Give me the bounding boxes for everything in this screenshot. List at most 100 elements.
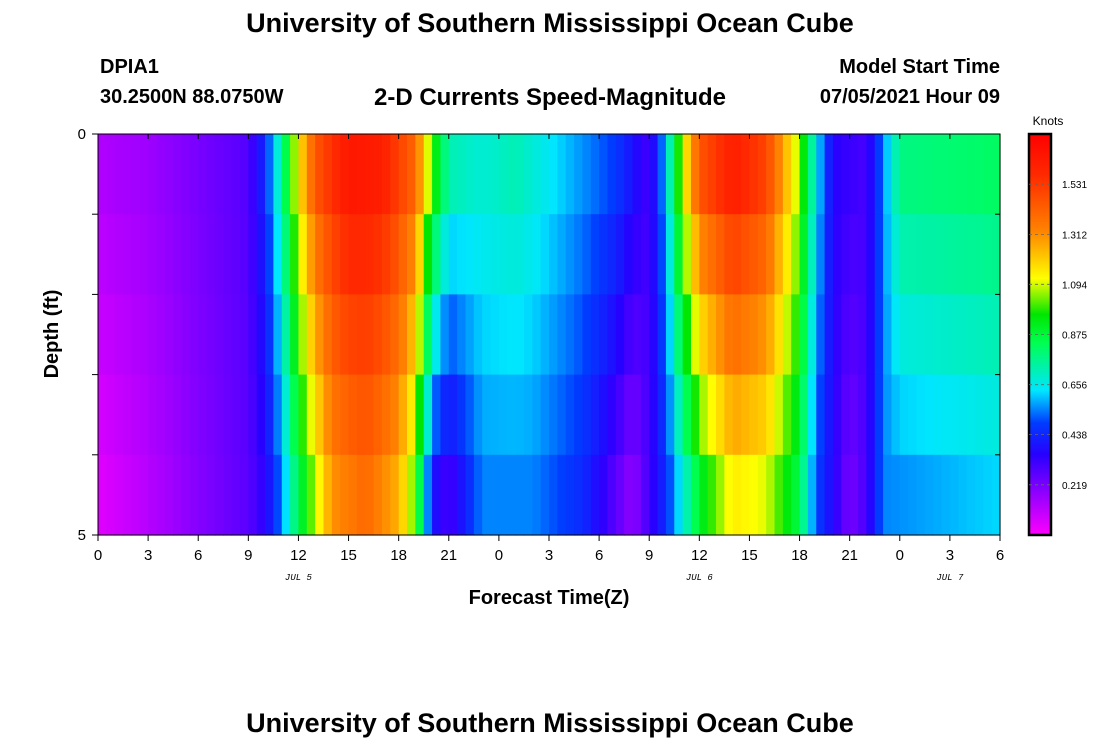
heatmap-cell	[323, 294, 333, 376]
heatmap-cell	[123, 214, 133, 295]
heatmap-cell	[323, 214, 333, 295]
heatmap-cell	[933, 134, 943, 215]
heatmap-cell	[816, 374, 826, 456]
page-title: University of Southern Mississippi Ocean…	[246, 8, 854, 38]
heatmap-cell	[933, 454, 943, 536]
heatmap-cell	[398, 374, 408, 456]
heatmap-cell	[473, 214, 483, 295]
heatmap-cell	[849, 454, 859, 536]
x-tick-label: 3	[946, 547, 954, 564]
heatmap-cell	[699, 454, 709, 536]
heatmap-cell	[774, 454, 784, 536]
heatmap-cell	[883, 134, 893, 215]
heatmap-cell	[749, 214, 759, 295]
heatmap-cell	[874, 134, 884, 215]
heatmap-cell	[465, 374, 475, 456]
heatmap-cell	[774, 374, 784, 456]
heatmap-cell	[164, 134, 174, 215]
heatmap-cell	[883, 454, 893, 536]
heatmap-cell	[682, 454, 692, 536]
x-tick-label: 18	[791, 547, 808, 564]
heatmap-cell	[348, 454, 358, 536]
heatmap-cell	[457, 374, 467, 456]
heatmap-cell	[791, 134, 801, 215]
heatmap-cell	[908, 214, 918, 295]
heatmap-cell	[273, 214, 283, 295]
heatmap-cell	[974, 454, 984, 536]
heatmap-cell	[866, 454, 876, 536]
x-tick-label: 12	[290, 547, 307, 564]
heatmap-cell	[841, 454, 851, 536]
heatmap-cell	[473, 454, 483, 536]
heatmap-cell	[214, 454, 224, 536]
heatmap-cell	[707, 294, 717, 376]
heatmap-cell	[707, 374, 717, 456]
heatmap-cell	[883, 214, 893, 295]
heatmap-cell	[549, 294, 558, 376]
heatmap-cell	[98, 454, 107, 536]
heatmap-cell	[690, 294, 700, 376]
heatmap-cell	[273, 454, 283, 536]
heatmap-cell	[490, 214, 500, 295]
heatmap-cell	[256, 294, 266, 376]
heatmap-cell	[490, 454, 500, 536]
heatmap-cell	[131, 134, 141, 215]
heatmap-cell	[248, 134, 258, 215]
heatmap-cell	[816, 454, 826, 536]
heatmap-cell	[624, 134, 634, 215]
heatmap-cell	[189, 294, 199, 376]
heatmap-cell	[407, 294, 416, 376]
heatmap-cell	[699, 214, 709, 295]
heatmap-cell	[156, 374, 166, 456]
heatmap-cell	[716, 214, 725, 295]
heatmap-cell	[356, 294, 366, 376]
heatmap-cell	[482, 214, 492, 295]
heatmap-cell	[306, 454, 316, 536]
x-tick-label: 6	[996, 547, 1004, 564]
heatmap-cell	[298, 214, 308, 295]
heatmap-cell	[340, 294, 350, 376]
heatmap-cell	[899, 454, 909, 536]
heatmap-cell	[974, 294, 984, 376]
heatmap-cell	[239, 214, 249, 295]
heatmap-cell	[457, 294, 467, 376]
heatmap-cell	[949, 294, 959, 376]
heatmap-cell	[858, 454, 867, 536]
heatmap-cell	[290, 374, 300, 456]
heatmap-cell	[148, 214, 158, 295]
heatmap-cell	[498, 454, 508, 536]
heatmap-cell	[824, 294, 834, 376]
heatmap-cell	[164, 454, 174, 536]
heatmap-cell	[891, 294, 901, 376]
x-axis-label: Forecast Time(Z)	[469, 587, 630, 609]
heatmap-cell	[640, 294, 650, 376]
heatmap-cell	[941, 214, 951, 295]
heatmap-cell	[423, 214, 433, 295]
heatmap-cell	[148, 134, 158, 215]
heatmap-cell	[131, 374, 141, 456]
heatmap-cell	[381, 454, 391, 536]
heatmap-cell	[181, 214, 191, 295]
heatmap-cell	[256, 374, 266, 456]
heatmap-cell	[373, 294, 383, 376]
heatmap-cell	[298, 134, 308, 215]
heatmap-cell	[841, 374, 851, 456]
heatmap-cell	[674, 134, 684, 215]
heatmap-cell	[265, 134, 274, 215]
heatmap-cell	[423, 294, 433, 376]
heatmap-cell	[732, 454, 742, 536]
heatmap-cell	[874, 214, 884, 295]
heatmap-cell	[381, 214, 391, 295]
heatmap-cell	[949, 454, 959, 536]
heatmap-cell	[599, 294, 609, 376]
heatmap-cell	[239, 454, 249, 536]
heatmap-cell	[440, 294, 450, 376]
footer-title: University of Southern Mississippi Ocean…	[246, 708, 854, 738]
heatmap-cell	[398, 454, 408, 536]
heatmap-cell	[757, 374, 767, 456]
heatmap-cell	[540, 134, 550, 215]
heatmap-cell	[273, 134, 283, 215]
model-start-value: 07/05/2021 Hour 09	[819, 86, 1000, 108]
heatmap-cell	[265, 374, 274, 456]
heatmap-cell	[331, 454, 341, 536]
